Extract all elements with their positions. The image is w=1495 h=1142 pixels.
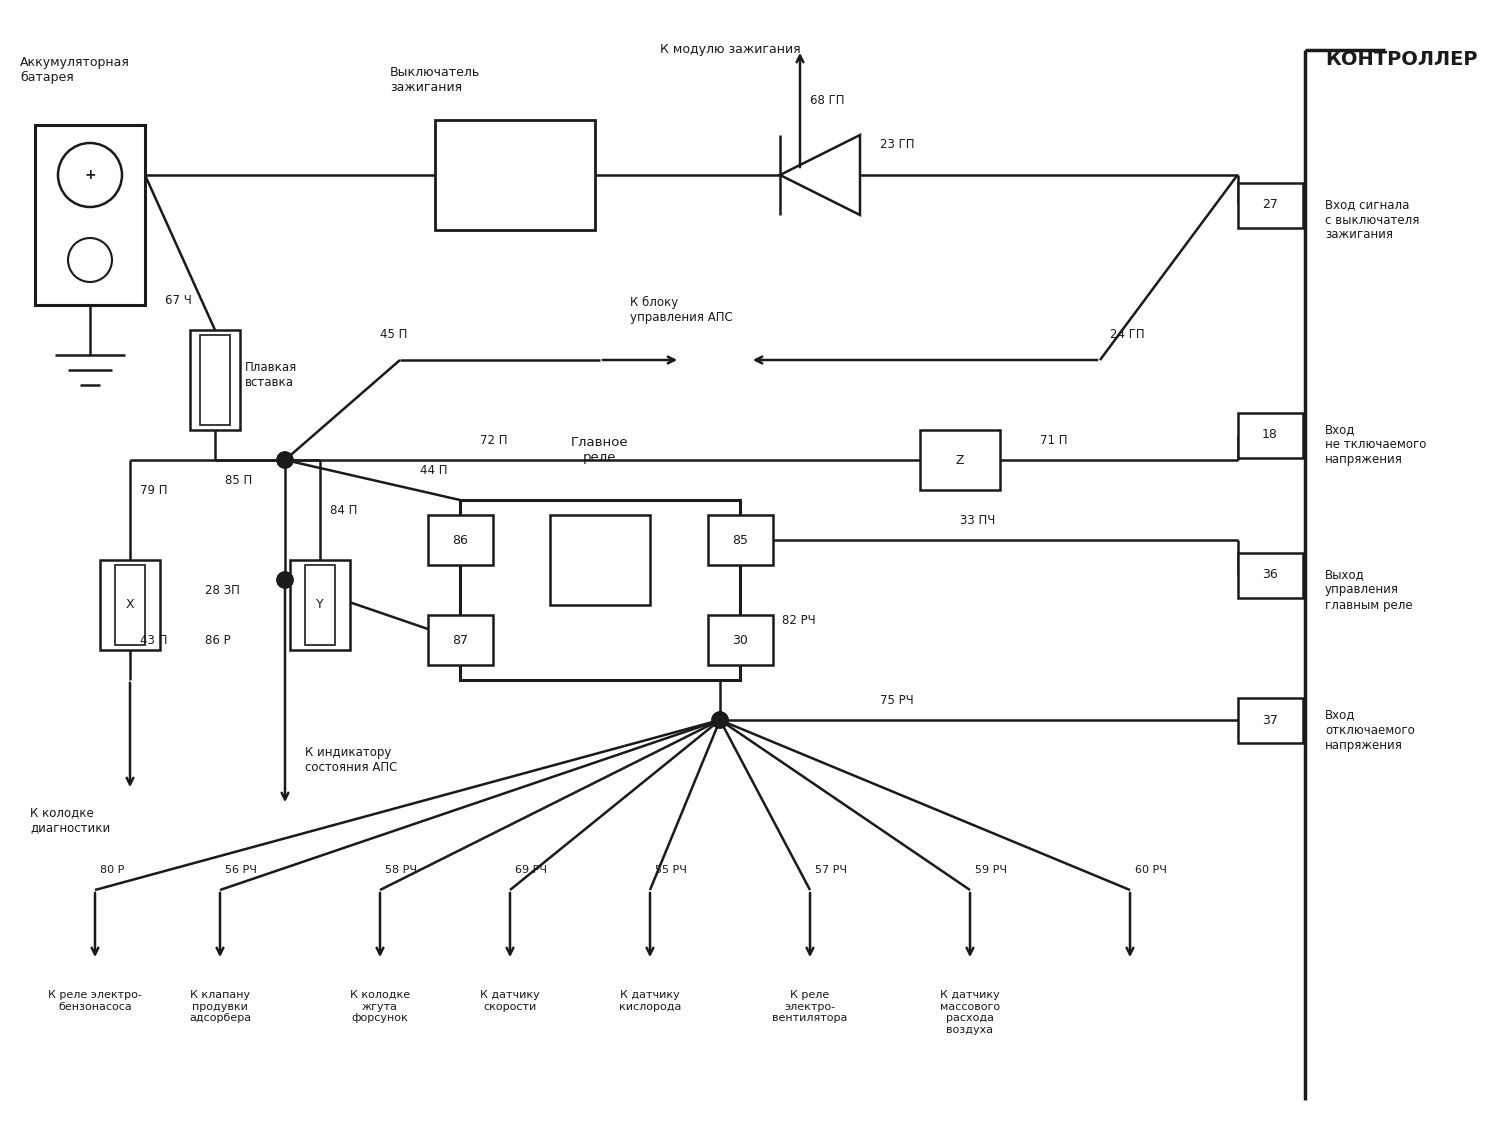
Text: 85: 85 xyxy=(733,533,748,547)
Text: 24 ГП: 24 ГП xyxy=(1109,329,1145,341)
Bar xyxy=(550,515,650,605)
Text: Аккумуляторная
батарея: Аккумуляторная батарея xyxy=(19,56,130,85)
Text: Вход
отключаемого
напряжения: Вход отключаемого напряжения xyxy=(1325,708,1414,751)
Circle shape xyxy=(67,238,112,282)
Bar xyxy=(1238,698,1302,742)
Bar xyxy=(919,431,1000,490)
Bar xyxy=(115,565,145,645)
Circle shape xyxy=(277,452,293,468)
Circle shape xyxy=(712,711,728,727)
Bar xyxy=(707,515,773,565)
Text: К датчику
скорости: К датчику скорости xyxy=(480,990,540,1012)
Text: Выход
управления
главным реле: Выход управления главным реле xyxy=(1325,569,1413,611)
Text: К датчику
кислорода: К датчику кислорода xyxy=(619,990,682,1012)
Bar xyxy=(435,120,595,230)
Text: 28 ЗП: 28 ЗП xyxy=(205,584,239,596)
Bar xyxy=(305,565,335,645)
Text: Z: Z xyxy=(955,453,964,466)
Text: 86 Р: 86 Р xyxy=(205,634,230,646)
Bar xyxy=(428,515,492,565)
Text: К блоку
управления АПС: К блоку управления АПС xyxy=(629,296,733,324)
Text: К колодке
жгута
форсунок: К колодке жгута форсунок xyxy=(350,990,410,1023)
Text: X: X xyxy=(126,598,135,611)
Text: Вход сигнала
с выключателя
зажигания: Вход сигнала с выключателя зажигания xyxy=(1325,199,1419,241)
Text: 86: 86 xyxy=(451,533,468,547)
Text: 85 П: 85 П xyxy=(226,474,253,486)
Circle shape xyxy=(277,572,293,588)
Text: 79 П: 79 П xyxy=(141,483,167,497)
Text: 33 ПЧ: 33 ПЧ xyxy=(960,514,996,526)
Text: 58 РЧ: 58 РЧ xyxy=(386,864,417,875)
Text: 30: 30 xyxy=(733,634,748,646)
Text: 44 П: 44 П xyxy=(420,464,447,476)
Bar xyxy=(1238,553,1302,597)
Text: 27: 27 xyxy=(1262,199,1278,211)
Text: 67 Ч: 67 Ч xyxy=(164,293,191,306)
Text: 55 РЧ: 55 РЧ xyxy=(655,864,686,875)
Text: 72 П: 72 П xyxy=(480,434,507,447)
Text: К реле электро-
бензонасоса: К реле электро- бензонасоса xyxy=(48,990,142,1012)
Text: 80 Р: 80 Р xyxy=(100,864,124,875)
Text: К колодке
диагностики: К колодке диагностики xyxy=(30,806,111,834)
Circle shape xyxy=(277,572,293,588)
Bar xyxy=(428,616,492,665)
Text: 56 РЧ: 56 РЧ xyxy=(226,864,257,875)
Text: К индикатору
состояния АПС: К индикатору состояния АПС xyxy=(305,746,398,774)
Text: К датчику
массового
расхода
воздуха: К датчику массового расхода воздуха xyxy=(940,990,1000,1035)
Text: Выключатель
зажигания: Выключатель зажигания xyxy=(390,66,480,94)
Text: Вход
не тключаемого
напряжения: Вход не тключаемого напряжения xyxy=(1325,424,1426,466)
Text: 59 РЧ: 59 РЧ xyxy=(975,864,1008,875)
Text: 60 РЧ: 60 РЧ xyxy=(1135,864,1168,875)
Text: 43 П: 43 П xyxy=(141,634,167,646)
Circle shape xyxy=(58,143,123,207)
Bar xyxy=(100,560,160,650)
Text: 87: 87 xyxy=(451,634,468,646)
Circle shape xyxy=(712,711,728,727)
Bar xyxy=(34,124,145,305)
Text: 69 РЧ: 69 РЧ xyxy=(514,864,547,875)
Circle shape xyxy=(277,452,293,468)
Text: К реле
электро-
вентилятора: К реле электро- вентилятора xyxy=(773,990,848,1023)
Text: Плавкая
вставка: Плавкая вставка xyxy=(245,361,298,389)
Text: 57 РЧ: 57 РЧ xyxy=(815,864,848,875)
Text: 45 П: 45 П xyxy=(380,329,407,341)
Polygon shape xyxy=(780,135,860,215)
Text: КОНТРОЛЛЕР: КОНТРОЛЛЕР xyxy=(1325,50,1477,69)
Bar xyxy=(1238,412,1302,458)
Bar xyxy=(200,335,230,425)
Bar xyxy=(190,330,241,431)
Text: 23 ГП: 23 ГП xyxy=(881,138,915,152)
Text: К клапану
продувки
адсорбера: К клапану продувки адсорбера xyxy=(188,990,251,1023)
Text: К модулю зажигания: К модулю зажигания xyxy=(659,43,801,56)
Text: 82 РЧ: 82 РЧ xyxy=(782,613,816,627)
Text: Главное
реле: Главное реле xyxy=(571,436,629,464)
Text: 37: 37 xyxy=(1262,714,1278,726)
Bar xyxy=(290,560,350,650)
Text: Y: Y xyxy=(315,598,324,611)
Text: 68 ГП: 68 ГП xyxy=(810,94,845,106)
Bar xyxy=(707,616,773,665)
Text: 71 П: 71 П xyxy=(1041,434,1067,447)
Text: 84 П: 84 П xyxy=(330,504,357,516)
Bar xyxy=(460,500,740,679)
Text: +: + xyxy=(84,168,96,182)
Bar xyxy=(1238,183,1302,227)
Text: 75 РЧ: 75 РЧ xyxy=(881,693,913,707)
Text: 18: 18 xyxy=(1262,428,1278,442)
Text: 36: 36 xyxy=(1262,569,1278,581)
